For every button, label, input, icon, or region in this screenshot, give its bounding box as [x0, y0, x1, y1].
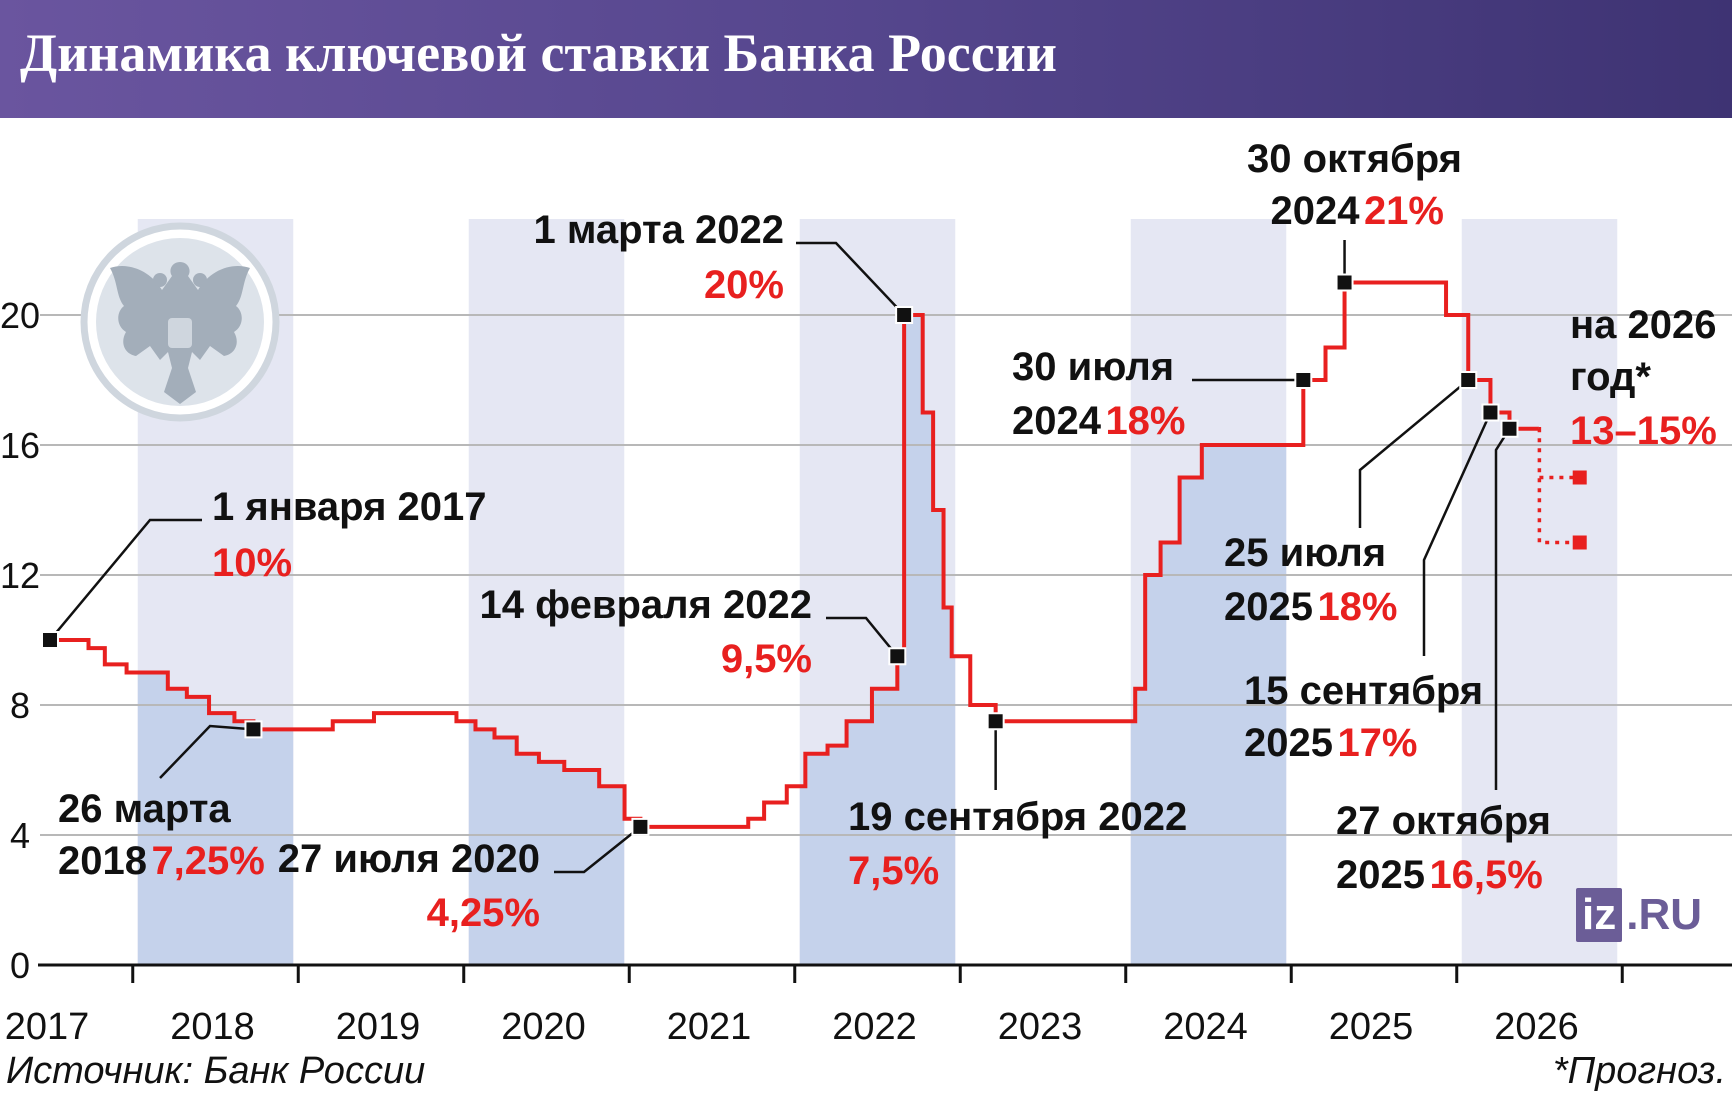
iz-ru-logo: iz .RU — [1576, 888, 1702, 942]
annotation-2022-09: 19 сентября 2022 7,5% — [848, 795, 1187, 893]
svg-text:2025 17%: 2025 17% — [1244, 721, 1418, 765]
svg-text:1 января 2017: 1 января 2017 — [212, 485, 487, 529]
forecast-marker-low — [1572, 535, 1587, 550]
marker-2022-03-01 — [895, 306, 914, 324]
svg-text:9,5%: 9,5% — [721, 637, 812, 681]
svg-text:14 февраля 2022: 14 февраля 2022 — [480, 583, 812, 627]
leader-2025-07 — [1358, 379, 1470, 528]
annotation-2025-07: 25 июля 2025 18% — [1224, 531, 1398, 629]
annotation-2022-03: 1 марта 2022 20% — [533, 208, 784, 307]
svg-text:7,5%: 7,5% — [848, 849, 939, 893]
leader-2020-07 — [554, 825, 642, 874]
svg-text:2025 18%: 2025 18% — [1224, 585, 1398, 629]
svg-text:19 сентября 2022: 19 сентября 2022 — [848, 795, 1187, 839]
annotation-leaders — [49, 240, 1511, 874]
leader-2022-02 — [826, 616, 899, 658]
marker-2025-07-28 — [1459, 371, 1478, 389]
leader-2022-03 — [796, 241, 906, 316]
marker-2018-03-26 — [244, 720, 263, 739]
marker-2025-09-15 — [1481, 403, 1500, 422]
svg-text:2024 21%: 2024 21% — [1271, 189, 1445, 233]
svg-text:26 марта: 26 марта — [58, 787, 231, 831]
x-tick-label-2021: 2021 — [667, 1006, 752, 1048]
svg-text:30 июля: 30 июля — [1012, 345, 1174, 389]
chart-title: Динамика ключевой ставки Банка России — [20, 23, 1057, 83]
svg-text:27 октября: 27 октября — [1336, 799, 1551, 843]
x-tick-label-2022: 2022 — [832, 1006, 917, 1048]
annotation-forecast-2026: на 2026 год* 13–15% — [1570, 303, 1717, 453]
x-axis: 2017 2018 2019 2020 2021 2022 2023 2024 2025 2026 — [5, 963, 1732, 1048]
svg-text:25 июля: 25 июля — [1224, 531, 1386, 575]
y-tick-label-16: 16 — [0, 425, 40, 466]
x-tick-label-2023: 2023 — [998, 1006, 1083, 1048]
leader-2025-09 — [1422, 411, 1492, 656]
svg-text:30 октября: 30 октября — [1247, 137, 1462, 181]
annotation-2024-07: 30 июля 2024 18% — [1012, 345, 1186, 443]
source-note: Источник: Банк России — [6, 1050, 426, 1092]
marker-2020-07-27 — [631, 817, 650, 836]
marker-2024-10-28 — [1335, 273, 1354, 292]
header-banner: Динамика ключевой ставки Банка России — [0, 0, 1732, 118]
y-tick-label-12: 12 — [0, 555, 40, 596]
annotation-2017-01: 1 января 2017 10% — [212, 485, 487, 585]
x-tick-label-2025: 2025 — [1329, 1006, 1414, 1048]
annotation-2025-09: 15 сентября 2025 17% — [1244, 669, 1483, 765]
leader-2017-01 — [49, 518, 202, 641]
rate-markers — [41, 273, 1519, 836]
leader-2018-03 — [159, 724, 254, 779]
marker-2022-09-19 — [986, 712, 1005, 731]
y-tick-label-4: 4 — [10, 815, 30, 856]
svg-text:2025 16,5%: 2025 16,5% — [1336, 853, 1543, 897]
forecast-footnote: *Прогноз. — [1552, 1050, 1726, 1092]
gridlines — [40, 314, 1732, 836]
svg-text:2024 18%: 2024 18% — [1012, 399, 1186, 443]
x-tick-label-2020: 2020 — [501, 1006, 586, 1048]
iz-logo-box: iz — [1576, 888, 1623, 942]
y-tick-label-8: 8 — [10, 685, 30, 726]
year-band-2026 — [1461, 219, 1618, 965]
marker-2024-07-29 — [1294, 371, 1313, 389]
svg-text:2018 7,25%: 2018 7,25% — [58, 839, 265, 883]
x-tick-label-2019: 2019 — [336, 1006, 421, 1048]
annotation-2022-02: 14 февраля 2022 9,5% — [480, 583, 812, 681]
marker-2022-02-14 — [888, 647, 907, 666]
y-tick-label-0: 0 — [10, 945, 30, 986]
svg-text:на 2026: на 2026 — [1570, 303, 1717, 347]
annotation-2025-10: 27 октября 2025 16,5% — [1336, 799, 1551, 897]
svg-text:15 сентября: 15 сентября — [1244, 669, 1483, 713]
x-tick-label-2026: 2026 — [1494, 1006, 1579, 1048]
svg-text:20%: 20% — [704, 263, 784, 307]
y-axis-ticks: 0 4 8 12 16 20 — [0, 295, 40, 986]
x-tick-label-2018: 2018 — [170, 1006, 255, 1048]
svg-text:27 июля 2020: 27 июля 2020 — [278, 837, 540, 881]
annotation-2020-07: 27 июля 2020 4,25% — [278, 837, 540, 935]
x-tick-label-2017: 2017 — [5, 1006, 90, 1048]
svg-text:10%: 10% — [212, 541, 292, 585]
svg-text:1 марта 2022: 1 марта 2022 — [533, 208, 784, 252]
svg-text:13–15%: 13–15% — [1570, 409, 1717, 453]
x-tick-label-2024: 2024 — [1163, 1006, 1248, 1048]
year-bands — [137, 219, 1618, 965]
iz-logo-suffix: .RU — [1626, 890, 1703, 939]
annotation-2018-03: 26 марта 2018 7,25% — [58, 787, 265, 883]
double-headed-eagle-icon — [80, 222, 280, 422]
marker-2017-01-01 — [41, 631, 59, 649]
y-tick-label-20: 20 — [0, 295, 40, 336]
annotation-2024-10: 30 октября 2024 21% — [1247, 137, 1462, 233]
forecast-line-low — [1537, 427, 1580, 545]
marker-2025-10-27 — [1500, 419, 1519, 438]
svg-text:4,25%: 4,25% — [427, 891, 540, 935]
svg-text:год*: год* — [1570, 355, 1651, 399]
forecast-marker-high — [1572, 470, 1587, 485]
